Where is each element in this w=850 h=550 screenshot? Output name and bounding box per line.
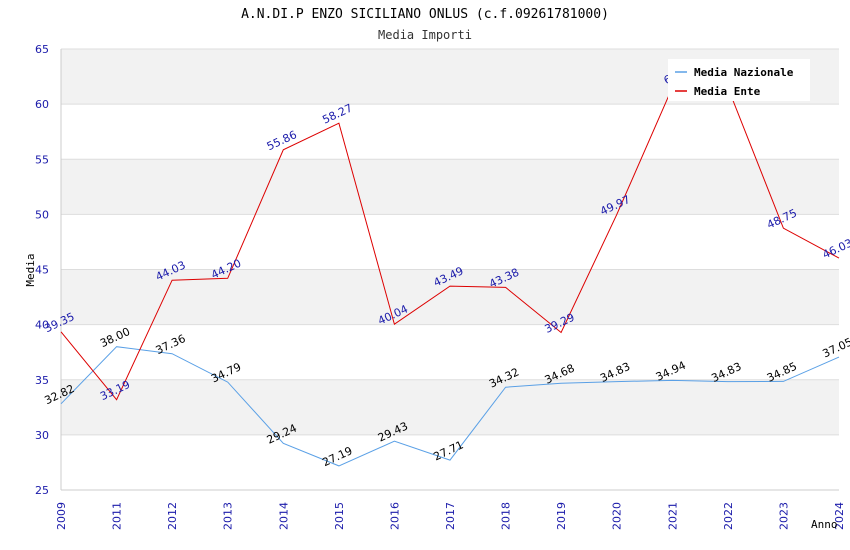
band <box>61 324 839 380</box>
y-tick-label: 45 <box>35 264 49 277</box>
x-tick-label: 2015 <box>333 502 346 530</box>
y-tick-label: 60 <box>35 98 49 111</box>
legend-label: Media Ente <box>694 85 761 98</box>
x-tick-label: 2024 <box>833 502 846 530</box>
legend-label: Media Nazionale <box>694 66 794 79</box>
x-tick-label: 2018 <box>500 502 513 530</box>
x-tick-label: 2022 <box>722 502 735 530</box>
y-tick-labels: 25 30 35 40 45 50 55 60 65 <box>35 43 49 497</box>
y-tick-label: 50 <box>35 208 49 221</box>
x-tick-label: 2017 <box>444 502 457 530</box>
y-tick-label: 25 <box>35 484 49 497</box>
legend-box <box>668 59 810 101</box>
x-tick-label: 2012 <box>166 502 179 530</box>
axes <box>60 49 839 491</box>
y-tick-label: 35 <box>35 374 49 387</box>
band <box>61 104 839 160</box>
x-tick-label: 2020 <box>611 502 624 530</box>
x-tick-label: 2019 <box>555 502 568 530</box>
y-axis-title: Media <box>24 253 37 286</box>
y-tick-label: 30 <box>35 429 49 442</box>
x-tick-label: 2009 <box>55 502 68 530</box>
band <box>61 159 839 215</box>
band <box>61 434 839 490</box>
chart-title: A.N.DI.P ENZO SICILIANO ONLUS (c.f.09261… <box>241 7 609 22</box>
x-tick-label: 2016 <box>388 502 401 530</box>
y-tick-label: 40 <box>35 319 49 332</box>
band <box>61 379 839 435</box>
x-tick-label: 2013 <box>222 502 235 530</box>
legend: Media Nazionale Media Ente <box>668 59 810 101</box>
y-tick-label: 55 <box>35 153 49 166</box>
x-tick-label: 2011 <box>111 502 124 530</box>
x-tick-label: 2023 <box>777 502 790 530</box>
x-tick-label: 2021 <box>666 502 679 530</box>
plot-background-bands <box>61 49 839 490</box>
series-line-0 <box>60 346 840 467</box>
x-tick-label: 2014 <box>277 502 290 530</box>
x-tick-labels: 2009 2011 2012 2013 2014 2015 2016 2017 2018 2019… <box>55 502 846 530</box>
band <box>61 214 839 270</box>
chart-subtitle: Media Importi <box>378 28 472 42</box>
x-axis-title: Anno <box>811 518 838 531</box>
band <box>61 269 839 325</box>
y-tick-label: 65 <box>35 43 49 56</box>
